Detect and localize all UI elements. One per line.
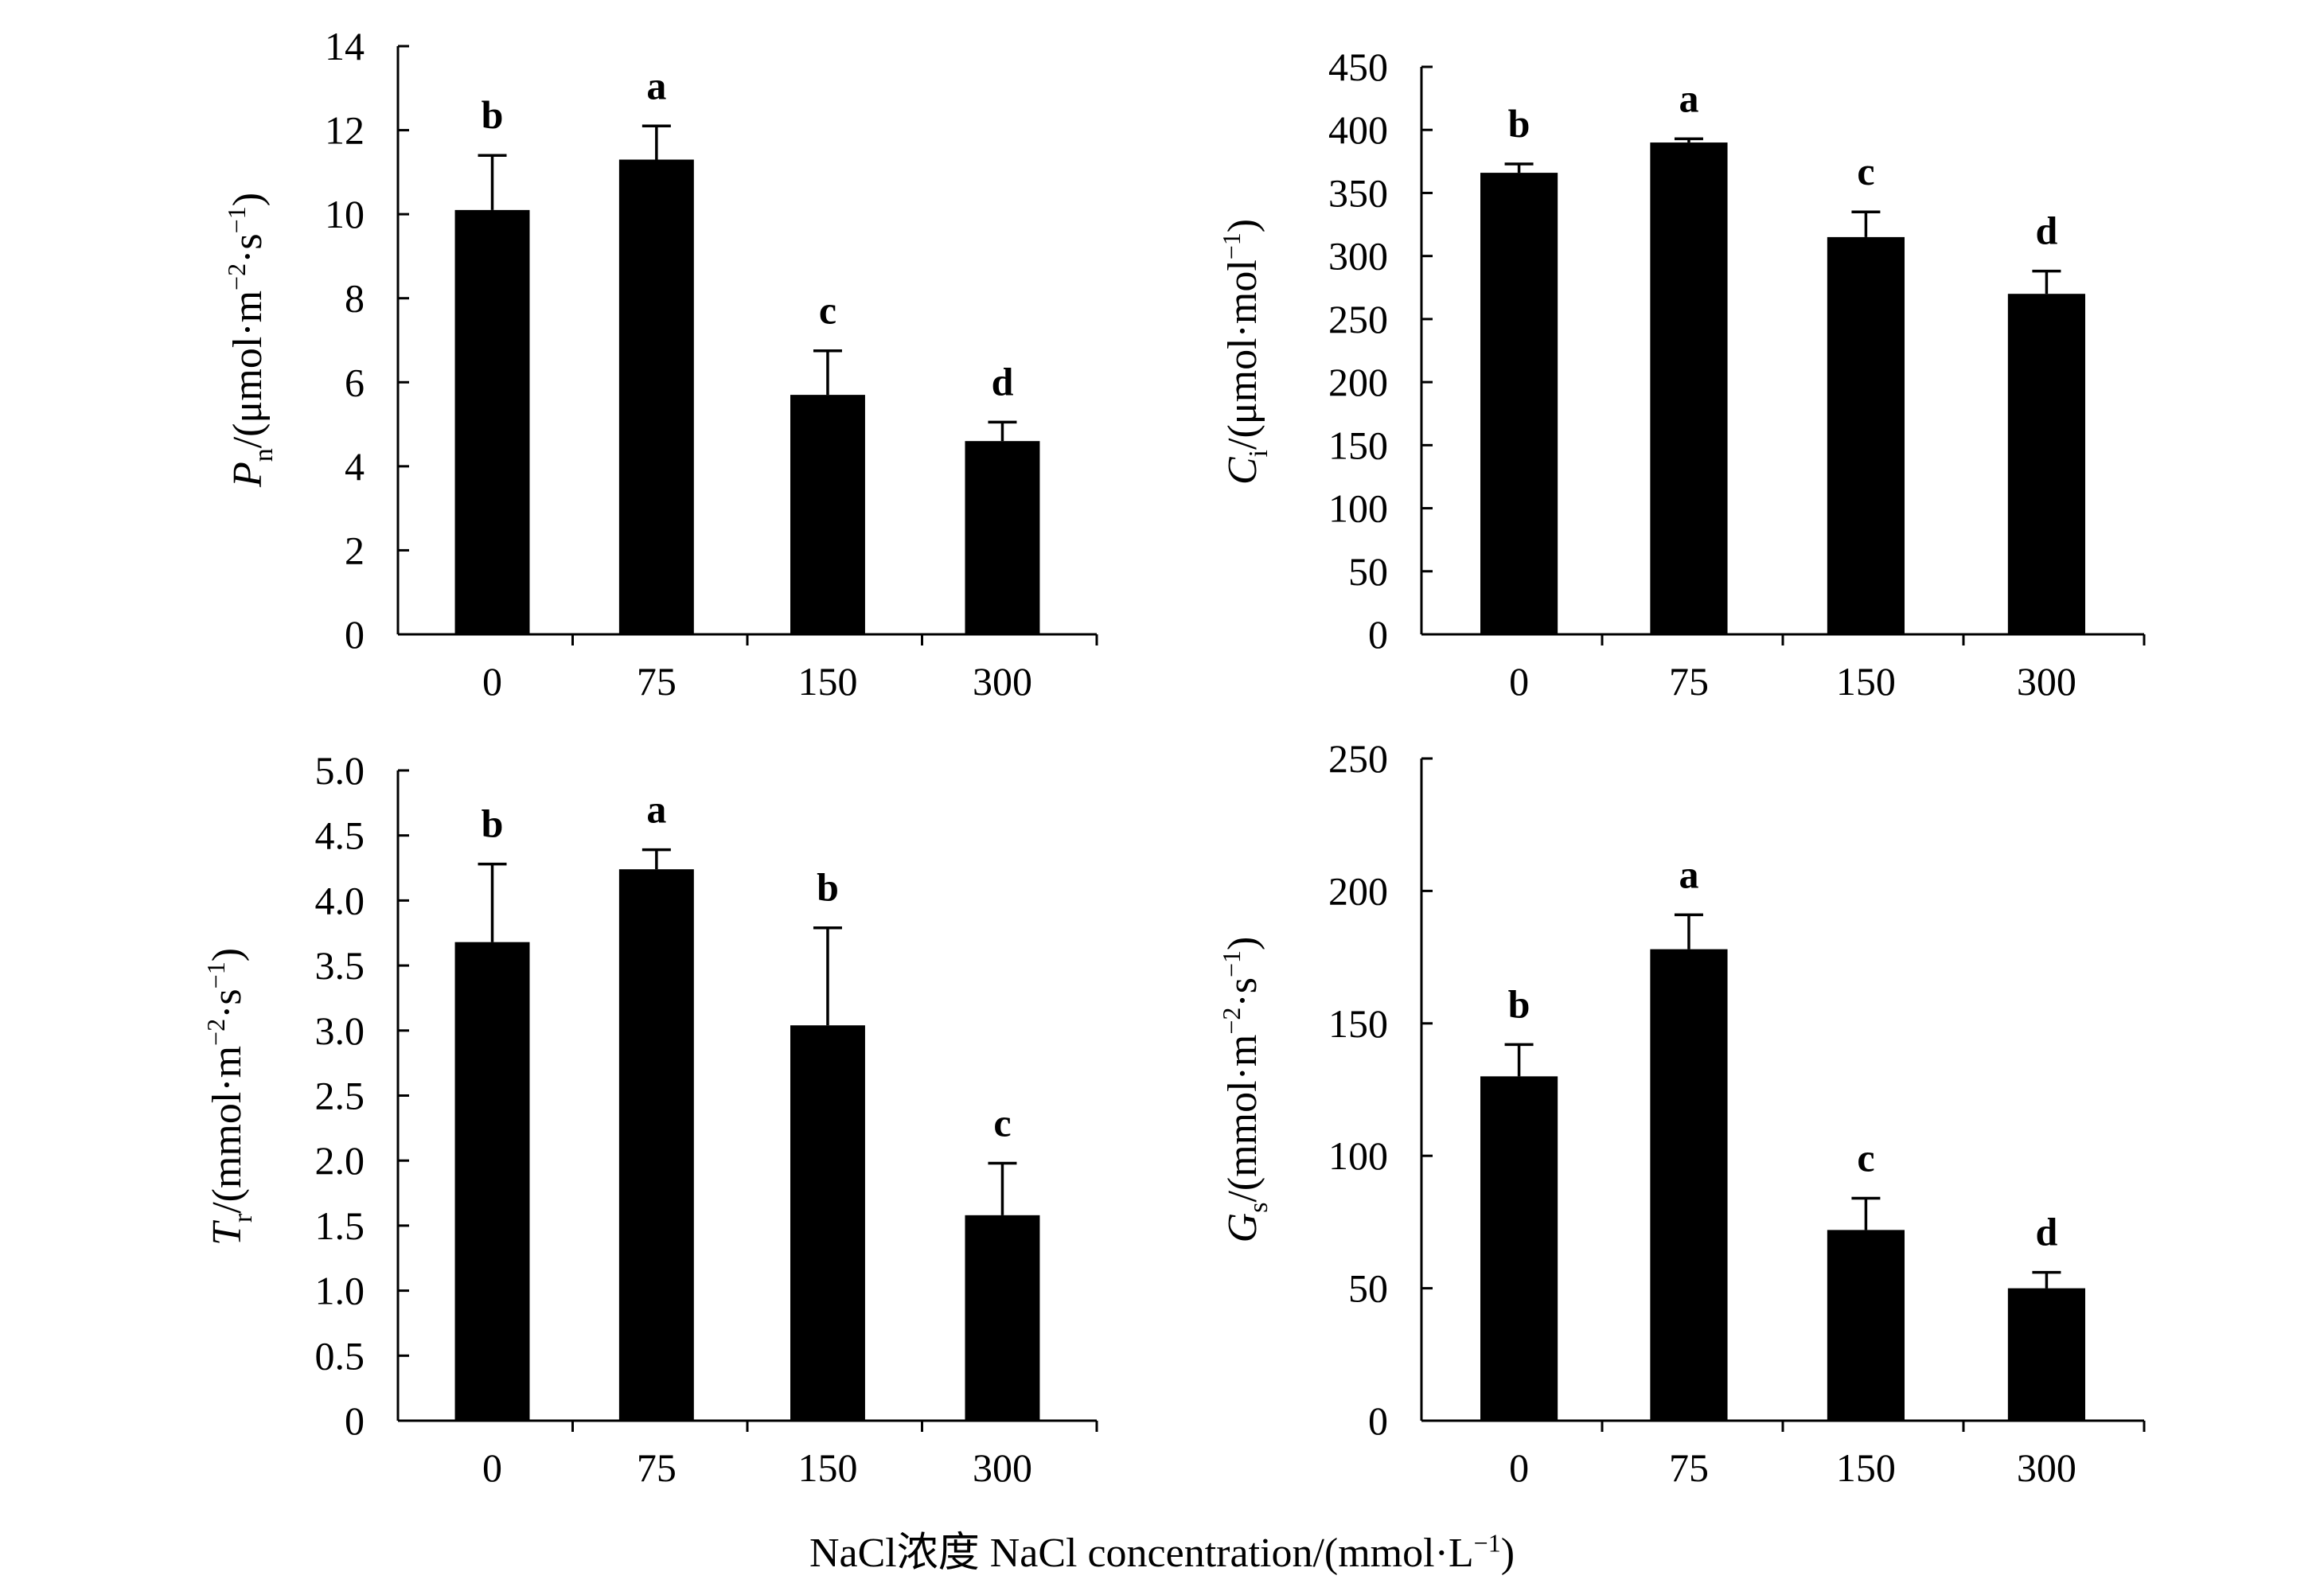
ci-y-tick-label: 150 (1328, 423, 1388, 467)
gs-y-tick-label: 100 (1328, 1133, 1388, 1178)
ci-y-tick-label: 450 (1328, 45, 1388, 89)
pn-y-tick-label: 14 (325, 24, 365, 68)
pn-y-tick-label: 8 (345, 276, 365, 321)
pn-y-tick-label: 0 (345, 612, 365, 657)
pn-significance-letter-75: a (646, 63, 666, 107)
pn-x-tick-label-150: 150 (797, 659, 857, 704)
gs-significance-letter-300: d (2036, 1210, 2058, 1254)
ci-significance-letter-75: a (1679, 76, 1698, 120)
ci-y-tick-label: 300 (1328, 234, 1388, 279)
tr-bar-75 (618, 869, 694, 1421)
tr-significance-letter-75: a (646, 787, 666, 832)
tr-y-tick-label: 4.5 (315, 813, 365, 858)
x-axis-title-text: NaCl浓度 NaCl concentration/(mmol·L (809, 1531, 1474, 1576)
chart-gs-panel: 0 50 100 150 200 250 b 0 a 75 c 150 d 300 Gs/(mmol·m−2… (1217, 736, 2146, 1490)
pn-significance-letter-150: c (819, 288, 836, 333)
ci-bar-300 (2007, 294, 2085, 634)
ci-x-tick-label-150: 150 (1836, 659, 1896, 704)
ci-y-tick-label: 50 (1348, 549, 1388, 594)
gs-significance-letter-0: b (1508, 981, 1530, 1026)
pn-bar-300 (965, 441, 1040, 634)
tr-y-tick-label: 2.5 (315, 1074, 365, 1118)
gs-significance-letter-75: a (1679, 852, 1698, 896)
chart-ci-panel: 0 50 100 150 200 250 300 350 400 450 b 0 a 75 c 150 d 300… (1217, 45, 2146, 704)
ci-y-tick-label: 200 (1328, 360, 1388, 404)
ci-x-tick-label-0: 0 (1509, 659, 1529, 704)
tr-y-tick-label: 3.0 (315, 1008, 365, 1053)
gs-y-axis-label: Gs/(mmol·m−2·s−1) (1217, 937, 1273, 1243)
tr-x-tick-label-150: 150 (797, 1445, 857, 1490)
tr-significance-letter-0: b (482, 801, 504, 846)
pn-significance-letter-300: d (992, 359, 1014, 404)
pn-x-tick-label-75: 75 (637, 659, 677, 704)
pn-bar-75 (618, 159, 694, 634)
ci-significance-letter-150: c (1857, 149, 1874, 193)
tr-y-tick-label: 3.5 (315, 943, 365, 988)
ci-bar-0 (1480, 173, 1558, 635)
ci-y-axis-label: Ci/(μmol·mol−1) (1217, 219, 1273, 485)
ci-y-tick-label: 0 (1368, 612, 1388, 657)
tr-bar-300 (965, 1215, 1040, 1421)
gs-x-tick-label-300: 300 (2017, 1445, 2076, 1490)
gs-y-tick-label: 250 (1328, 736, 1388, 781)
pn-bar-150 (790, 395, 865, 634)
ci-significance-letter-300: d (2036, 209, 2058, 253)
ci-y-tick-label: 400 (1328, 107, 1388, 152)
pn-y-tick-label: 6 (345, 360, 365, 404)
gs-x-tick-label-150: 150 (1836, 1445, 1896, 1490)
tr-y-tick-label: 1.0 (315, 1269, 365, 1313)
ci-bar-75 (1650, 142, 1728, 635)
ci-y-tick-label: 100 (1328, 486, 1388, 531)
pn-y-tick-label: 10 (325, 192, 365, 236)
tr-y-tick-label: 1.5 (315, 1203, 365, 1248)
tr-significance-letter-150: b (817, 865, 839, 910)
ci-y-tick-label: 250 (1328, 297, 1388, 341)
tr-bar-150 (790, 1025, 865, 1421)
tr-y-tick-label: 4.0 (315, 878, 365, 922)
gs-bar-0 (1480, 1076, 1558, 1421)
tr-y-tick-label: 0 (345, 1398, 365, 1443)
tr-y-tick-label: 5.0 (315, 748, 365, 793)
gs-y-tick-label: 200 (1328, 868, 1388, 913)
pn-y-tick-label: 2 (345, 528, 365, 572)
chart-pn-panel: 0 2 4 6 8 10 12 14 b 0 a 75 c 150 d 300 Pn/(μmol·m−2·s−1… (222, 24, 1098, 704)
gs-x-tick-label-0: 0 (1509, 1445, 1529, 1490)
pn-y-tick-label: 12 (325, 108, 365, 153)
tr-x-tick-label-75: 75 (637, 1445, 677, 1490)
tr-x-tick-label-0: 0 (482, 1445, 502, 1490)
gs-bar-300 (2007, 1288, 2085, 1421)
gs-x-tick-label-75: 75 (1669, 1445, 1709, 1490)
ci-significance-letter-0: b (1508, 101, 1530, 146)
gs-y-tick-label: 150 (1328, 1001, 1388, 1046)
pn-significance-letter-0: b (482, 92, 504, 137)
tr-significance-letter-300: c (993, 1100, 1011, 1145)
ci-bar-150 (1827, 236, 1905, 634)
pn-y-axis-label: Pn/(μmol·m−2·s−1) (222, 193, 279, 488)
gs-bar-150 (1827, 1230, 1905, 1421)
tr-bar-0 (454, 942, 530, 1421)
ci-x-tick-label-300: 300 (2017, 659, 2076, 704)
ci-y-tick-label: 350 (1328, 170, 1388, 215)
tr-y-tick-label: 0.5 (315, 1333, 365, 1378)
x-axis-title: NaCl浓度 NaCl concentration/(mmol·L−1) (0, 1519, 2324, 1578)
gs-y-tick-label: 50 (1348, 1266, 1388, 1311)
gs-y-tick-label: 0 (1368, 1398, 1388, 1443)
tr-x-tick-label-300: 300 (973, 1445, 1032, 1490)
tr-y-tick-label: 2.0 (315, 1138, 365, 1183)
ci-x-tick-label-75: 75 (1669, 659, 1709, 704)
gs-significance-letter-150: c (1857, 1135, 1874, 1180)
tr-y-axis-label: Tr/(mmol·m−2·s−1) (201, 948, 258, 1246)
chart-tr-panel: 0 0.5 1.0 1.5 2.0 2.5 3.0 3.5 4.0 4.5 5.0 b 0 a 75 b 150… (201, 748, 1098, 1490)
gs-bar-75 (1650, 949, 1728, 1421)
pn-x-tick-label-300: 300 (973, 659, 1032, 704)
pn-bar-0 (454, 209, 530, 635)
x-axis-title-suffix: ) (1500, 1531, 1515, 1576)
pn-y-tick-label: 4 (345, 444, 365, 489)
pn-x-tick-label-0: 0 (482, 659, 502, 704)
x-axis-title-sup: −1 (1473, 1528, 1501, 1558)
